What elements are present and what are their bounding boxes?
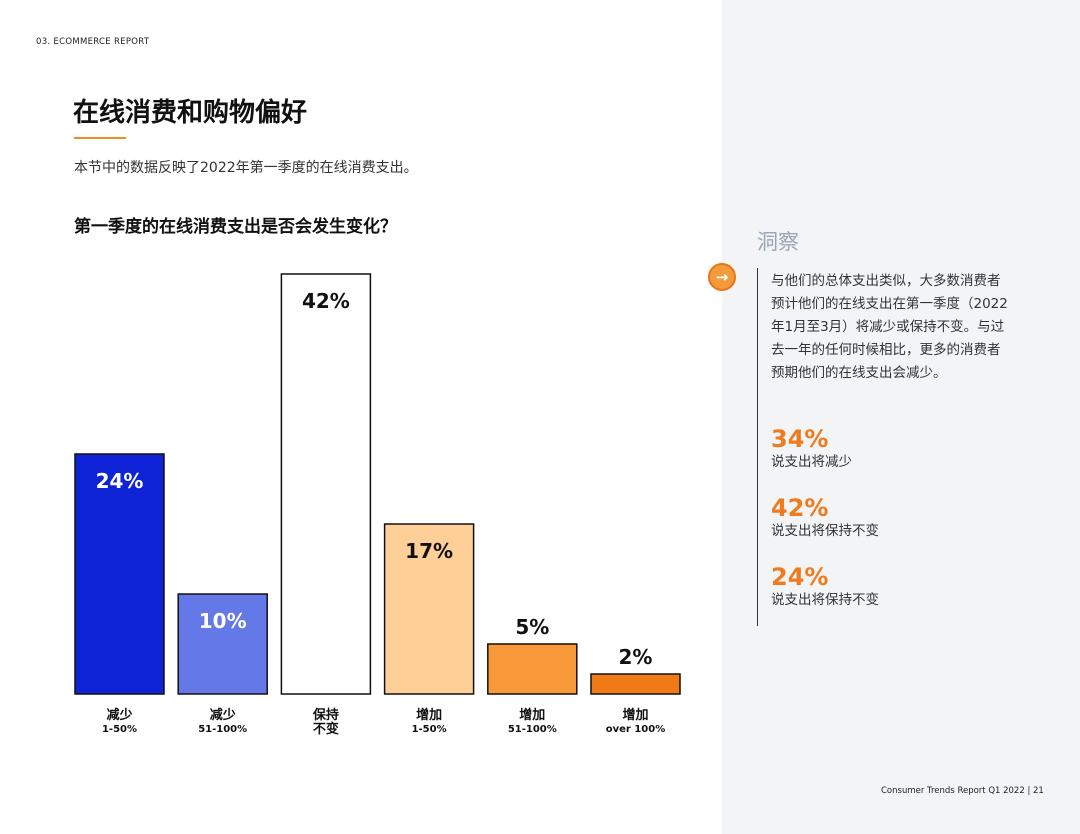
stat-unchanged: 42% 说支出将保持不变 <box>771 494 879 540</box>
page-subtitle: 本节中的数据反映了2022年第一季度的在线消费支出。 <box>74 160 418 176</box>
title-underline <box>74 137 126 139</box>
stat-label: 说支出将保持不变 <box>771 592 879 608</box>
data-label: 2% <box>619 645 653 669</box>
data-label: 17% <box>405 539 453 563</box>
data-label: 24% <box>96 469 144 493</box>
insight-title: 洞察 <box>757 230 799 254</box>
bar <box>177 593 268 695</box>
stat-label: 说支出将保持不变 <box>771 523 879 539</box>
stat-decrease: 34% 说支出将减少 <box>771 425 852 471</box>
bar <box>280 273 372 695</box>
arrow-right-icon: → <box>708 263 736 291</box>
insight-text: 与他们的总体支出类似，大多数消费者预计他们的在线支出在第一季度（2022年1月至… <box>771 273 1008 381</box>
category-sublabel: 51-100% <box>508 724 557 735</box>
stat-label: 说支出将减少 <box>771 454 852 470</box>
bar <box>74 453 165 695</box>
category-label: 减少 <box>210 707 236 723</box>
data-label: 42% <box>302 289 350 313</box>
page-footer: Consumer Trends Report Q1 2022 | 21 <box>881 786 1044 796</box>
category-label: 减少 <box>106 707 132 723</box>
data-label: 10% <box>199 609 247 633</box>
page-title: 在线消费和购物偏好 <box>73 98 308 128</box>
category-sublabel: 不变 <box>313 721 339 737</box>
category-label: 增加 <box>622 707 648 723</box>
category-label: 增加 <box>519 707 545 723</box>
category-sublabel: over 100% <box>606 724 665 735</box>
stat-value: 34% <box>771 425 829 453</box>
category-label: 增加 <box>416 707 442 723</box>
report-section-label: 03. ECOMMERCE REPORT <box>36 37 150 47</box>
bar-chart: 24%减少1-50%10%减少51-100%42%保持不变17%增加1-50%5… <box>74 273 681 737</box>
category-label: 保持 <box>312 707 339 723</box>
insight-panel-background <box>722 0 1080 834</box>
stat-value: 42% <box>771 494 829 522</box>
bar <box>487 643 578 695</box>
bar <box>383 523 475 695</box>
stat-unchanged-2: 24% 说支出将保持不变 <box>771 563 879 609</box>
insight-divider <box>757 268 758 626</box>
bar <box>590 673 681 695</box>
category-sublabel: 1-50% <box>412 724 447 735</box>
category-sublabel: 1-50% <box>102 724 137 735</box>
stat-value: 24% <box>771 563 829 591</box>
category-sublabel: 51-100% <box>198 724 247 735</box>
chart-question: 第一季度的在线消费支出是否会发生变化？ <box>74 217 397 237</box>
data-label: 5% <box>515 615 549 639</box>
